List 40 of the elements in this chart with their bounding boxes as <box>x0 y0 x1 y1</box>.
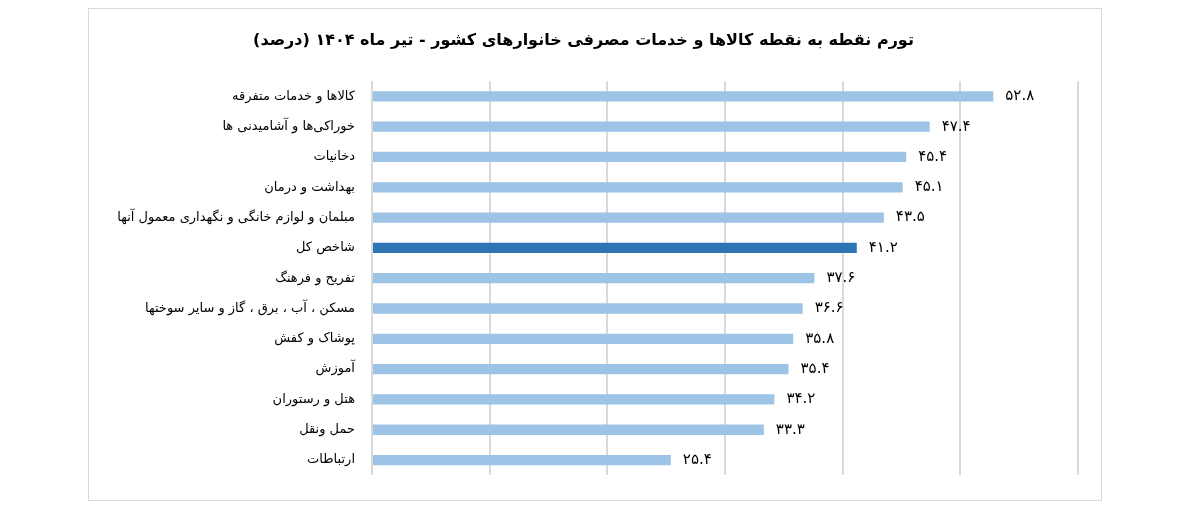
bar <box>373 242 857 254</box>
y-tick-label: هتل و رستوران <box>272 390 356 407</box>
data-label: ۴۵.۱ <box>914 177 944 196</box>
y-tick-label: خوراکی‌ها و آشامیدنی ها <box>222 117 355 135</box>
y-tick-label: مبلمان و لوازم خانگی و نگهداری معمول آنها <box>117 207 355 225</box>
data-label: ۳۵.۴ <box>800 359 830 378</box>
bar <box>373 424 764 435</box>
data-label: ۲۵.۴ <box>682 449 712 468</box>
y-tick-label: پوشاک و کفش <box>274 330 356 347</box>
chart-title: تورم نقطه به نقطه کالاها و خدمات مصرفی خانوارهای کشور - تیر ماه ۱۴۰۴ (درصد) <box>253 29 914 49</box>
data-label: ۴۵.۴ <box>918 146 948 165</box>
data-label: ۳۳.۳ <box>775 419 805 438</box>
data-label: ۴۱.۲ <box>868 237 898 256</box>
bar <box>373 394 775 405</box>
y-tick-label: حمل ونقل <box>299 421 355 438</box>
y-tick-label: شاخص کل <box>296 239 355 256</box>
bar <box>373 151 907 163</box>
data-label: ۴۷.۴ <box>941 116 971 135</box>
data-label: ۳۵.۸ <box>805 328 835 347</box>
bar <box>373 182 903 193</box>
y-tick-label: تفریح و فرهنگ <box>275 269 356 286</box>
y-tick-label: ارتباطات <box>307 451 355 468</box>
y-tick-label: کالاها و خدمات متفرقه <box>232 87 356 104</box>
y-tick-label: دخانیات <box>313 148 356 164</box>
y-tick-label: بهداشت و درمان <box>264 178 355 195</box>
bar <box>373 121 930 132</box>
data-label: ۳۶.۶ <box>814 298 844 317</box>
data-label: ۵۲.۸ <box>1005 86 1035 105</box>
y-tick-label: آموزش <box>315 359 357 377</box>
bar <box>373 333 794 344</box>
bar <box>373 363 789 375</box>
y-tick-label: مسکن ، آب ، برق ، گاز و سایر سوختها <box>144 298 355 316</box>
bar <box>373 273 815 284</box>
bar <box>373 303 803 314</box>
data-label: ۳۷.۶ <box>826 268 856 287</box>
data-label: ۴۳.۵ <box>895 207 925 226</box>
bar <box>373 91 994 102</box>
bar <box>373 454 671 466</box>
data-label: ۳۴.۲ <box>786 389 816 408</box>
bar <box>373 212 884 223</box>
